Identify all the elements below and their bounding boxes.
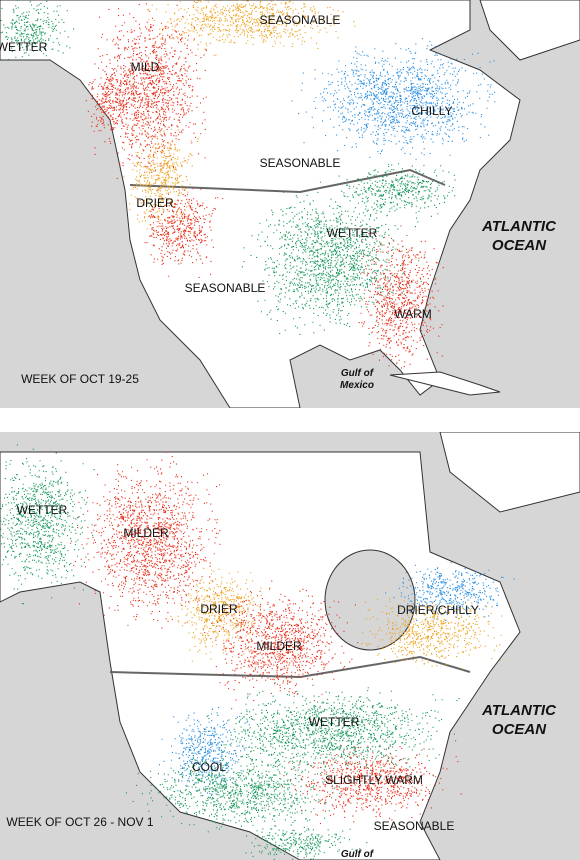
region-label: MILD [130,60,160,74]
dot-cloud [291,38,496,160]
region-label: WETTER [16,503,68,517]
region-label: SEASONABLE [259,13,341,27]
ocean-label: ATLANTIC OCEAN [482,702,556,738]
region-label: SEASONABLE [184,281,266,295]
region-label: SEASONABLE [373,819,455,833]
dot-cloud [85,66,135,140]
region-label: WETTER [326,226,378,240]
map-panel: WETTER MILD SEASONABLE CHILLY SEASONABLE DRIE… [0,0,580,408]
region-label: DRIER [136,196,174,210]
region-label: CHILLY [411,104,453,118]
region-label: MILDER [123,526,169,540]
map [0,432,580,860]
map-panel: WETTER MILDER DRIER DRIER/CHILLY MILDER WETTE… [0,432,580,860]
region-label: DRIER/CHILLY [397,603,479,617]
dot-cloud [0,444,95,605]
dot-cloud [94,3,207,180]
land [439,432,580,513]
week-label: WEEK OF OCT 26 - NOV 1 [6,815,154,829]
dot-cloud [358,225,444,374]
dot-cloud [70,451,221,629]
gulf-label: Gulf of [340,849,374,860]
region-label: SLIGHTLY WARM [325,773,423,787]
region-label: COOL [191,760,227,774]
map [0,0,580,408]
border [129,168,446,194]
gulf-label: Gulf of Mexico [340,368,374,391]
land [0,451,521,860]
dot-cloud [140,0,356,56]
dot-cloud [241,181,422,335]
lake [324,549,416,651]
region-label: WETTER [308,715,360,729]
land [0,0,521,408]
dot-cloud [245,821,368,860]
region-label: SEASONABLE [259,156,341,170]
week-label: WEEK OF OCT 19-25 [21,372,139,386]
region-label: DRIER [200,602,238,616]
dot-cloud [204,682,460,786]
dot-cloud [0,0,75,60]
region-label: WARM [394,307,432,321]
region-label: MILDER [256,639,302,653]
region-label: WETTER [0,40,48,54]
ocean-label: ATLANTIC OCEAN [482,218,556,254]
land [389,371,501,396]
land [479,0,580,61]
border [109,655,471,679]
dot-cloud [204,580,359,702]
